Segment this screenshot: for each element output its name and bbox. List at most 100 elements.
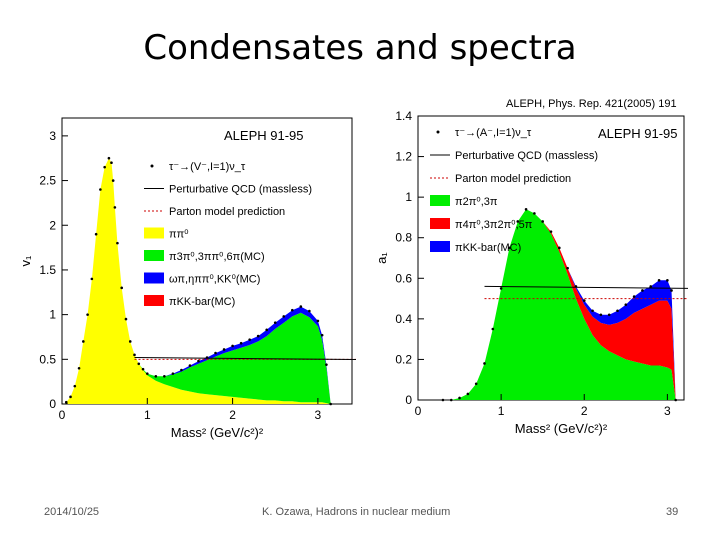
data-point bbox=[107, 156, 111, 160]
experiment-label: ALEPH 91-95 bbox=[598, 126, 678, 141]
slide-author-line: K. Ozawa, Hadrons in nuclear medium bbox=[262, 506, 451, 518]
series-area-2 bbox=[442, 209, 676, 400]
data-point bbox=[248, 338, 251, 341]
data-point bbox=[231, 344, 234, 348]
data-point bbox=[171, 372, 175, 375]
data-point bbox=[77, 366, 81, 370]
y-tick-label: 0 bbox=[405, 393, 412, 407]
data-point bbox=[582, 299, 586, 302]
vector-spectral-chart: 0 0.5 1 1.5 2 2.5 3 0 1 2 3 Mass² (GeV/c²)² v₁ ALEPH … bbox=[18, 117, 357, 440]
data-point bbox=[599, 313, 603, 317]
legend-swatch bbox=[144, 295, 164, 306]
series-area-1 bbox=[442, 209, 676, 400]
data-point bbox=[299, 305, 303, 308]
data-point bbox=[222, 348, 226, 351]
data-point bbox=[197, 359, 200, 363]
data-point bbox=[256, 334, 260, 338]
data-point bbox=[566, 266, 569, 270]
data-point bbox=[449, 398, 453, 402]
y-tick-label: 1 bbox=[49, 308, 56, 322]
legend-label: Parton model prediction bbox=[169, 206, 285, 218]
data-point bbox=[458, 396, 461, 400]
legend-swatch bbox=[144, 250, 164, 261]
legend-label: τ⁻→(V⁻,I=1)ν_τ bbox=[169, 161, 246, 173]
y-tick-label: 2 bbox=[49, 218, 56, 232]
data-point bbox=[607, 313, 611, 317]
legend-label: π4π⁰,3π2π⁰,5π bbox=[455, 219, 533, 231]
data-point bbox=[508, 246, 511, 250]
legend-swatch bbox=[144, 227, 164, 239]
legend-label: Perturbative QCD (massless) bbox=[455, 150, 598, 162]
y-axis-label: a₁ bbox=[374, 252, 389, 264]
data-point bbox=[483, 362, 486, 365]
data-point bbox=[154, 374, 158, 378]
legend-label: πKK-bar(MC) bbox=[169, 296, 235, 308]
x-tick-label: 1 bbox=[144, 408, 151, 422]
perturbative-qcd-line bbox=[134, 357, 357, 361]
data-point bbox=[214, 351, 217, 355]
y-tick-label: 0 bbox=[49, 397, 56, 411]
data-point bbox=[141, 367, 145, 371]
data-point bbox=[128, 340, 132, 343]
x-tick-label: 0 bbox=[59, 408, 66, 422]
legend-swatch bbox=[150, 164, 154, 168]
data-point bbox=[239, 341, 243, 345]
data-point bbox=[64, 400, 68, 404]
legend-swatch bbox=[144, 272, 164, 284]
data-point bbox=[188, 364, 192, 367]
data-point bbox=[516, 220, 520, 223]
x-axis-label: Mass² (GeV/c²)² bbox=[515, 421, 608, 436]
perturbative-qcd-line bbox=[484, 285, 689, 289]
y-tick-label: 0.6 bbox=[395, 271, 412, 285]
y-tick-label: 0.2 bbox=[395, 352, 412, 366]
data-point bbox=[549, 230, 553, 233]
legend-label: π3π⁰,3ππ⁰,6π(MC) bbox=[169, 251, 265, 263]
data-point bbox=[94, 232, 98, 236]
y-tick-label: 0.4 bbox=[395, 312, 412, 326]
data-point bbox=[86, 313, 89, 316]
series-area-1 bbox=[66, 158, 331, 404]
legend-label: ωπ,ηππ⁰,KK⁰(MC) bbox=[169, 274, 260, 286]
data-point bbox=[120, 286, 124, 290]
series-area-0 bbox=[442, 209, 676, 400]
experiment-label: ALEPH 91-95 bbox=[224, 128, 304, 143]
data-point bbox=[113, 206, 117, 209]
legend-label: τ⁻→(A⁻,I=1)ν_τ bbox=[455, 127, 532, 139]
y-tick-label: 2.5 bbox=[39, 174, 56, 188]
slide-date: 2014/10/25 bbox=[44, 506, 100, 518]
data-point bbox=[290, 308, 294, 312]
data-point bbox=[320, 333, 324, 337]
data-point bbox=[474, 382, 478, 386]
data-point bbox=[616, 309, 619, 313]
data-point bbox=[124, 317, 128, 321]
reference-citation: ALEPH, Phys. Rep. 421(2005) 191 bbox=[506, 98, 677, 110]
data-point bbox=[73, 384, 77, 388]
data-point bbox=[491, 327, 495, 331]
data-point bbox=[99, 188, 102, 191]
data-point bbox=[163, 374, 166, 378]
data-point bbox=[441, 398, 445, 402]
data-point bbox=[499, 287, 503, 290]
legend-label: Perturbative QCD (massless) bbox=[169, 184, 312, 196]
data-point bbox=[657, 279, 661, 282]
data-point bbox=[632, 295, 636, 298]
axial-spectral-chart: 0 0.2 0.4 0.6 0.8 1 1.2 1.4 0 1 2 3 Mass² (GeV/c²)² a… bbox=[374, 109, 689, 436]
y-axis-label: v₁ bbox=[18, 255, 33, 267]
data-point bbox=[133, 353, 136, 357]
data-point bbox=[329, 402, 332, 406]
data-point bbox=[282, 315, 286, 318]
x-axis-label: Mass² (GeV/c²)² bbox=[171, 425, 264, 440]
data-point bbox=[674, 398, 677, 402]
data-point bbox=[90, 277, 94, 281]
data-point bbox=[641, 289, 644, 292]
data-point bbox=[670, 289, 673, 292]
legend-swatch bbox=[436, 130, 440, 134]
data-point bbox=[145, 372, 149, 375]
legend-swatch bbox=[430, 195, 450, 206]
data-point bbox=[273, 321, 277, 324]
legend-label: πKK-bar(MC) bbox=[455, 242, 521, 254]
data-point bbox=[308, 309, 311, 313]
y-tick-label: 0.8 bbox=[395, 231, 412, 245]
data-point bbox=[558, 246, 561, 250]
y-tick-label: 1 bbox=[405, 190, 412, 204]
